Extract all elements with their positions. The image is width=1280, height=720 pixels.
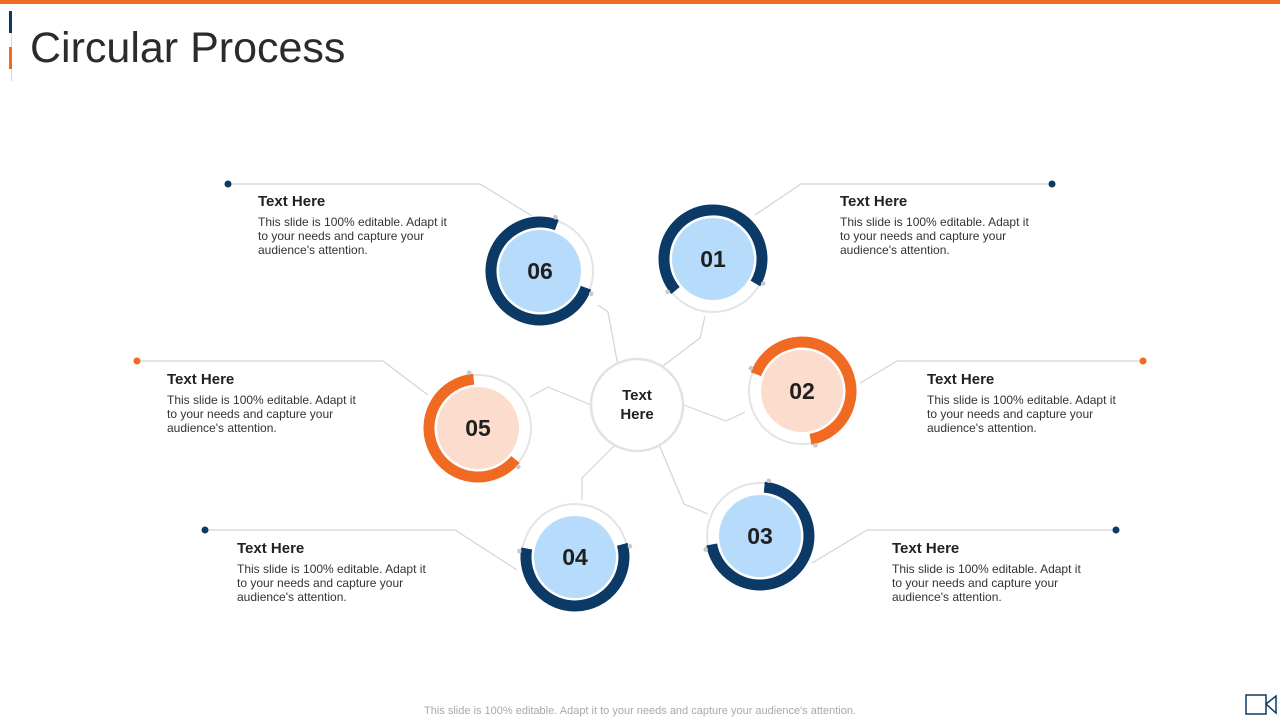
step-02-progress-arc [750,336,857,445]
step-03-heading: Text Here [892,540,960,557]
step-03-arc-marker-2 [766,478,772,484]
step-03-center-connector [657,441,709,515]
center-label-line1: Text [622,387,652,404]
title-accent-line [11,11,12,81]
step-03-endpoint-dot [1112,526,1120,534]
center-node: Text Here [589,357,685,453]
step-02-endpoint-dot [1139,357,1147,365]
step-02-text: Text Here This slide is 100% editable. A… [927,371,1122,435]
step-01-progress-arc [658,204,768,295]
step-06-arc-marker-2 [588,291,594,297]
step-02-label-connector [859,360,1143,384]
step-06-node: 06 [484,214,596,327]
step-04-node: 04 [517,501,633,613]
footer-note: This slide is 100% editable. Adapt it to… [424,705,856,717]
step-04-number: 04 [562,544,588,570]
step-02-center-connector [683,404,746,422]
step-02-heading: Text Here [927,371,995,388]
step-03-progress-arc [706,481,815,591]
step-06-endpoint-dot [224,180,232,188]
step-05-endpoint-dot [133,357,141,365]
step-05-progress-arc [423,373,520,483]
step-04-description: This slide is 100% editable. Adapt it to… [237,562,426,604]
step-03-label-connector [811,529,1116,564]
step-04-heading: Text Here [237,540,305,557]
step-01-arc-marker-1 [761,281,766,286]
step-03-inner-fill [719,495,801,577]
step-06-label-connector [228,183,533,217]
step-05-arc-marker-1 [466,370,472,376]
step-03-number: 03 [747,523,773,549]
step-05-inner-fill [437,387,519,469]
step-01-number: 01 [700,246,726,272]
center-label-line2: Here [620,406,653,423]
step-06-description: This slide is 100% editable. Adapt it to… [258,215,447,257]
step-06-number: 06 [527,258,553,284]
step-04-arc-marker-1 [517,548,522,554]
step-04-text: Text Here This slide is 100% editable. A… [237,540,432,604]
step-02-number: 02 [789,378,815,404]
step-05-text: Text Here This slide is 100% editable. A… [167,371,362,435]
step-03-arc-marker-1 [703,547,708,552]
title-accent-orange [9,47,12,69]
slide-title: Circular Process [30,24,346,72]
step-01-inner-fill [672,218,754,300]
step-05-center-connector [529,386,592,406]
step-06-progress-arc [485,216,592,326]
step-03-description: This slide is 100% editable. Adapt it to… [892,562,1081,604]
step-04-center-connector [581,441,619,500]
step-06-text: Text Here This slide is 100% editable. A… [258,193,453,257]
video-camera-icon[interactable] [1245,693,1277,717]
step-01-heading: Text Here [840,193,908,210]
step-03-node: 03 [703,478,816,592]
center-circle [589,357,685,453]
connector-lines [133,180,1147,571]
step-03-text: Text Here This slide is 100% editable. A… [892,540,1087,604]
step-01-arc-marker-2 [665,289,670,295]
step-01-endpoint-dot [1048,180,1056,188]
step-02-inner-fill [761,350,843,432]
step-06-heading: Text Here [258,193,326,210]
step-01-text: Text Here This slide is 100% editable. A… [840,193,1035,257]
step-01-label-connector [754,183,1052,216]
step-04-arc-marker-2 [627,544,633,549]
step-01-description: This slide is 100% editable. Adapt it to… [840,215,1029,257]
step-05-node: 05 [422,370,534,484]
step-nodes: 01 02 03 04 05 06 [422,203,858,613]
step-02-arc-marker-1 [813,443,818,448]
step-05-heading: Text Here [167,371,235,388]
step-06-inner-fill [499,230,581,312]
step-05-label-connector [137,360,429,396]
top-accent-bar [0,0,1280,4]
step-05-arc-marker-2 [516,464,521,470]
step-04-progress-arc [520,542,630,612]
step-04-inner-fill [534,516,616,598]
step-05-description: This slide is 100% editable. Adapt it to… [167,393,356,435]
step-04-endpoint-dot [201,526,209,534]
step-01-node: 01 [657,203,769,315]
title-accent-blue [9,11,12,33]
step-01-center-connector [662,315,706,367]
step-06-arc-marker-1 [553,214,558,220]
step-06-center-connector [597,304,619,367]
step-02-arc-marker-2 [748,365,754,371]
step-02-description: This slide is 100% editable. Adapt it to… [927,393,1116,435]
step-04-label-connector [205,529,518,571]
step-02-node: 02 [746,335,858,448]
step-05-number: 05 [465,415,491,441]
